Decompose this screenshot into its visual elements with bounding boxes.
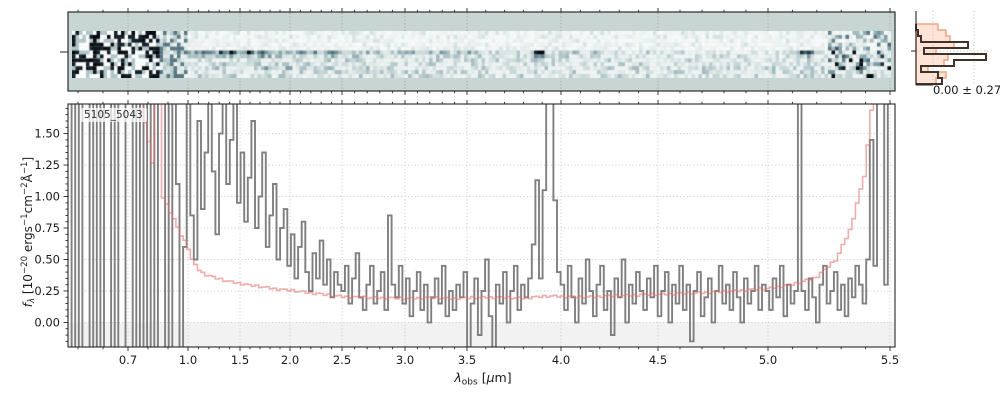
x-tick-label: 2.0 [281, 353, 299, 367]
y-axis-label: fλ [10−20 ergs−1cm−2Å−1] [20, 156, 37, 308]
object-id-label: 5105_5043 [80, 108, 147, 122]
x-tick-label: 5.0 [759, 353, 777, 367]
y-tick-label: 1.00 [34, 190, 60, 204]
y-tick-label: 0.25 [34, 284, 60, 298]
x-tick-label: 4.5 [649, 353, 667, 367]
x-tick-label: 3.5 [458, 353, 476, 367]
y-tick-label: 0.75 [34, 221, 60, 235]
x-axis-label: λobs [μm] [454, 370, 512, 388]
x-tick-label: 1.0 [179, 353, 197, 367]
y-tick-label: 0.00 [34, 315, 60, 329]
y-tick-label: 1.50 [34, 127, 60, 141]
x-tick-label: 2.5 [333, 353, 351, 367]
spectrum-1d-plot: 0.7 1.0 1.5 2.0 2.5 3.0 3.5 4.0 4.5 5.0 5.5 0.00 0.2… [34, 100, 899, 367]
histogram-stats-label: 0.00 ± 0.27 [933, 83, 1000, 97]
y-tick-label: 1.25 [34, 158, 60, 172]
y-tick-label: 0.50 [34, 252, 60, 266]
flux-histogram-panel [911, 11, 994, 86]
x-tick-label: 4.0 [552, 353, 570, 367]
spectrum-2d-heatmap [72, 31, 891, 78]
x-tick-label: 1.5 [231, 353, 249, 367]
x-tick-label: 5.5 [881, 353, 899, 367]
x-tick-label: 3.0 [396, 353, 414, 367]
x-tick-label: 0.7 [119, 353, 137, 367]
